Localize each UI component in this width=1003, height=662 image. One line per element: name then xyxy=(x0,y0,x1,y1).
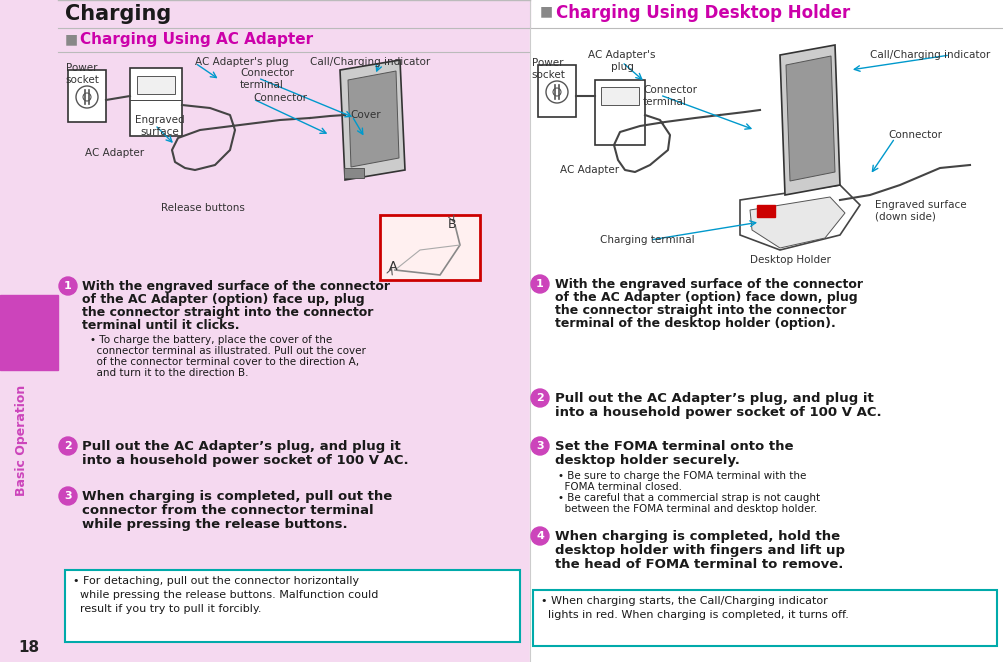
Circle shape xyxy=(59,277,77,295)
Polygon shape xyxy=(749,197,845,248)
Circle shape xyxy=(59,487,77,505)
Text: connector terminal as illustrated. Pull out the cover: connector terminal as illustrated. Pull … xyxy=(90,346,365,356)
Text: AC Adapter: AC Adapter xyxy=(85,148,144,158)
Text: ■: ■ xyxy=(540,4,553,18)
Text: • Be sure to charge the FOMA terminal with the: • Be sure to charge the FOMA terminal wi… xyxy=(558,471,805,481)
Text: Connector: Connector xyxy=(253,93,307,103)
Text: With the engraved surface of the connector: With the engraved surface of the connect… xyxy=(82,280,389,293)
Bar xyxy=(136,76,175,94)
Text: Charging terminal: Charging terminal xyxy=(600,235,694,245)
Text: Connector
terminal: Connector terminal xyxy=(642,85,696,107)
Text: When charging is completed, pull out the: When charging is completed, pull out the xyxy=(82,490,392,503)
Text: into a household power socket of 100 V AC.: into a household power socket of 100 V A… xyxy=(82,454,408,467)
Circle shape xyxy=(546,81,568,103)
Text: between the FOMA terminal and desktop holder.: between the FOMA terminal and desktop ho… xyxy=(558,504,816,514)
Bar xyxy=(533,590,996,646)
Text: 1: 1 xyxy=(536,279,544,289)
Text: Charging: Charging xyxy=(65,4,172,24)
Text: Connector
terminal: Connector terminal xyxy=(240,68,294,89)
Circle shape xyxy=(83,93,91,101)
Text: FOMA terminal closed.: FOMA terminal closed. xyxy=(558,482,681,492)
Circle shape xyxy=(531,527,549,545)
Text: the connector straight into the connector: the connector straight into the connecto… xyxy=(82,306,373,319)
Text: • Be careful that a commercial strap is not caught: • Be careful that a commercial strap is … xyxy=(558,493,819,503)
Bar xyxy=(65,570,520,642)
Text: of the AC Adapter (option) face up, plug: of the AC Adapter (option) face up, plug xyxy=(82,293,364,306)
Text: Power
socket: Power socket xyxy=(531,58,565,79)
Text: When charging is completed, hold the: When charging is completed, hold the xyxy=(555,530,840,543)
Bar xyxy=(0,0,58,662)
Bar xyxy=(595,80,644,145)
Text: of the connector terminal cover to the direction A,: of the connector terminal cover to the d… xyxy=(90,357,359,367)
Text: AC Adapter: AC Adapter xyxy=(560,165,619,175)
Text: the connector straight into the connector: the connector straight into the connecto… xyxy=(555,304,846,317)
Text: result if you try to pull it forcibly.: result if you try to pull it forcibly. xyxy=(73,604,261,614)
Text: 18: 18 xyxy=(18,641,39,655)
Text: Pull out the AC Adapter’s plug, and plug it: Pull out the AC Adapter’s plug, and plug… xyxy=(555,392,873,405)
Text: while pressing the release buttons. Malfunction could: while pressing the release buttons. Malf… xyxy=(73,590,378,600)
Text: connector from the connector terminal: connector from the connector terminal xyxy=(82,504,373,517)
Bar xyxy=(58,0,530,28)
Text: and turn it to the direction B.: and turn it to the direction B. xyxy=(90,368,249,378)
Bar xyxy=(379,215,479,280)
Circle shape xyxy=(531,275,549,293)
Text: AC Adapter's
plug: AC Adapter's plug xyxy=(588,50,655,71)
Text: 3: 3 xyxy=(64,491,72,501)
Polygon shape xyxy=(340,60,404,180)
Text: Call/Charging indicator: Call/Charging indicator xyxy=(869,50,989,60)
Text: B: B xyxy=(447,218,455,231)
Text: Connector: Connector xyxy=(887,130,941,140)
Text: Release buttons: Release buttons xyxy=(160,203,245,213)
Text: Power
socket: Power socket xyxy=(65,63,99,85)
Text: Call/Charging indicator: Call/Charging indicator xyxy=(310,57,429,67)
Bar xyxy=(129,68,182,136)
Circle shape xyxy=(553,88,561,96)
Text: Desktop Holder: Desktop Holder xyxy=(749,255,829,265)
Text: Charging Using Desktop Holder: Charging Using Desktop Holder xyxy=(556,4,850,22)
Circle shape xyxy=(531,437,549,455)
Text: 4: 4 xyxy=(536,531,544,541)
Bar xyxy=(756,205,774,217)
Text: Charging Using AC Adapter: Charging Using AC Adapter xyxy=(80,32,313,47)
Text: Basic Operation: Basic Operation xyxy=(15,385,28,496)
Bar xyxy=(0,295,58,370)
Text: Cover: Cover xyxy=(350,110,380,120)
Text: while pressing the release buttons.: while pressing the release buttons. xyxy=(82,518,347,531)
Text: desktop holder with fingers and lift up: desktop holder with fingers and lift up xyxy=(555,544,845,557)
Circle shape xyxy=(76,86,98,108)
Text: into a household power socket of 100 V AC.: into a household power socket of 100 V A… xyxy=(555,406,881,419)
Bar xyxy=(538,65,576,117)
Circle shape xyxy=(531,389,549,407)
Text: AC Adapter's plug: AC Adapter's plug xyxy=(195,57,288,67)
Text: Set the FOMA terminal onto the: Set the FOMA terminal onto the xyxy=(555,440,792,453)
Text: desktop holder securely.: desktop holder securely. xyxy=(555,454,739,467)
Circle shape xyxy=(59,437,77,455)
Text: Engraved surface
(down side): Engraved surface (down side) xyxy=(875,200,966,222)
Polygon shape xyxy=(348,71,398,167)
Text: Pull out the AC Adapter’s plug, and plug it: Pull out the AC Adapter’s plug, and plug… xyxy=(82,440,400,453)
Text: terminal until it clicks.: terminal until it clicks. xyxy=(82,319,240,332)
Polygon shape xyxy=(785,56,834,181)
Bar xyxy=(530,0,1003,662)
Text: lights in red. When charging is completed, it turns off.: lights in red. When charging is complete… xyxy=(541,610,848,620)
Bar xyxy=(344,168,364,178)
Text: of the AC Adapter (option) face down, plug: of the AC Adapter (option) face down, pl… xyxy=(555,291,857,304)
Text: 2: 2 xyxy=(64,441,72,451)
Text: 3: 3 xyxy=(536,441,544,451)
Polygon shape xyxy=(779,45,840,195)
Text: ■: ■ xyxy=(65,32,78,46)
Bar xyxy=(68,70,106,122)
Text: • To charge the battery, place the cover of the: • To charge the battery, place the cover… xyxy=(90,335,332,345)
Text: Engraved
surface: Engraved surface xyxy=(135,115,185,136)
Bar xyxy=(601,87,638,105)
Text: 2: 2 xyxy=(536,393,544,403)
Text: 1: 1 xyxy=(64,281,72,291)
Text: • For detaching, pull out the connector horizontally: • For detaching, pull out the connector … xyxy=(73,576,359,586)
Text: the head of FOMA terminal to remove.: the head of FOMA terminal to remove. xyxy=(555,558,843,571)
Text: With the engraved surface of the connector: With the engraved surface of the connect… xyxy=(555,278,863,291)
Text: terminal of the desktop holder (option).: terminal of the desktop holder (option). xyxy=(555,317,834,330)
Polygon shape xyxy=(739,185,860,250)
Text: • When charging starts, the Call/Charging indicator: • When charging starts, the Call/Chargin… xyxy=(541,596,826,606)
Text: A: A xyxy=(388,260,397,273)
